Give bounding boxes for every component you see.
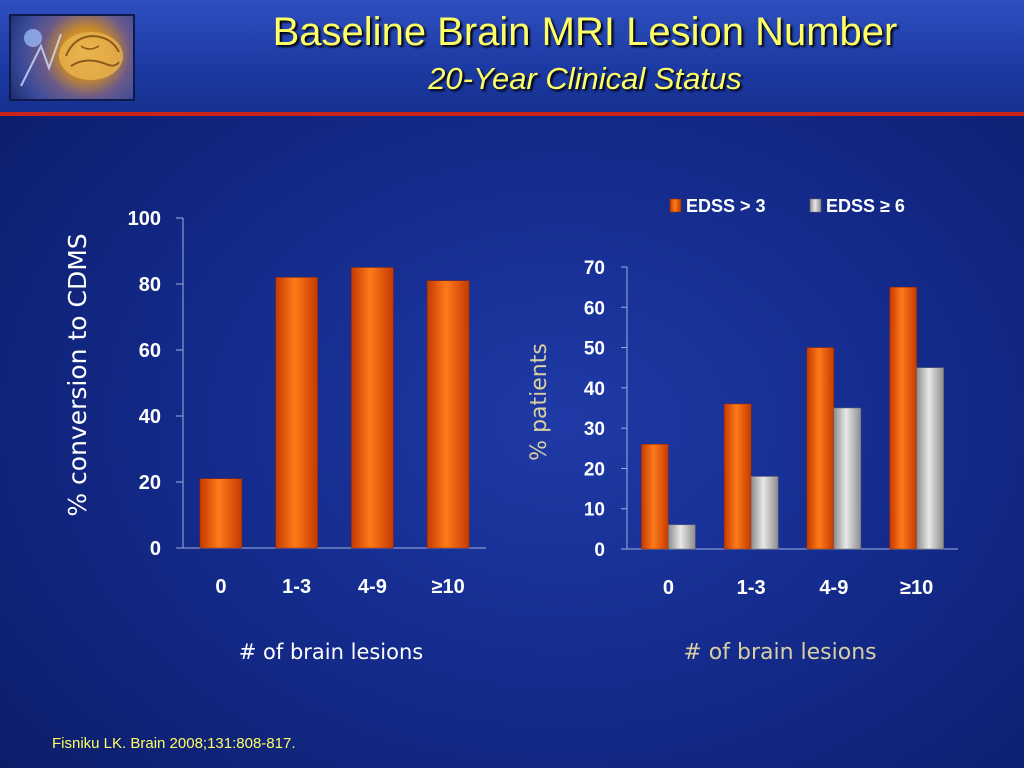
- y-tick-label: 10: [584, 500, 605, 521]
- bar-edss-ge-6: [750, 476, 779, 550]
- y-tick-label: 30: [584, 419, 605, 440]
- brain-logo-art: [20, 29, 123, 87]
- bar-edss-gt-3: [723, 403, 752, 550]
- left-bar-chart: 0 20 40 60 80 100 0 1-3 4-9 ≥10: [128, 208, 486, 598]
- y-tick-label: 100: [128, 208, 161, 230]
- bar: [199, 478, 243, 549]
- left-chart-y-axis-label: % conversion to CDMS: [63, 233, 92, 517]
- x-tick-label: 4-9: [819, 577, 848, 599]
- brain-logo-icon: [9, 14, 135, 101]
- bar-edss-gt-3: [641, 444, 669, 550]
- bar-edss-gt-3: [889, 286, 917, 550]
- slide-subtitle: 20-Year Clinical Status: [428, 61, 742, 96]
- right-chart-y-axis-label: % patients: [527, 343, 552, 461]
- y-tick-label: 60: [139, 340, 161, 362]
- y-tick-label: 50: [584, 339, 605, 360]
- y-tick-label: 60: [584, 298, 605, 319]
- y-tick-label: 0: [594, 540, 605, 561]
- x-tick-label: 1-3: [737, 577, 766, 599]
- y-tick-label: 40: [584, 379, 605, 400]
- bar-edss-ge-6: [916, 367, 944, 550]
- legend-swatch: [809, 198, 822, 213]
- x-tick-label: ≥10: [900, 577, 933, 599]
- bar: [351, 267, 394, 549]
- header-divider: [0, 112, 1024, 116]
- x-tick-label: 4-9: [358, 576, 387, 598]
- bar-edss-gt-3: [806, 347, 835, 550]
- bar: [275, 277, 318, 549]
- y-tick-label: 20: [139, 472, 161, 494]
- legend-label: EDSS > 3: [686, 196, 766, 216]
- y-tick-label: 70: [584, 258, 605, 279]
- bar-edss-ge-6: [668, 524, 696, 550]
- legend-swatch: [669, 198, 682, 213]
- left-chart-x-axis-label: # of brain lesions: [238, 640, 424, 664]
- x-tick-label: ≥10: [432, 576, 465, 598]
- right-chart-x-axis-label: # of brain lesions: [683, 640, 877, 665]
- legend-label: EDSS ≥ 6: [826, 196, 905, 216]
- bar-edss-ge-6: [833, 407, 862, 550]
- y-tick-label: 80: [139, 274, 161, 296]
- y-tick-label: 20: [584, 459, 605, 480]
- y-tick-label: 0: [150, 538, 161, 560]
- x-tick-label: 0: [215, 576, 226, 598]
- slide-title: Baseline Brain MRI Lesion Number: [272, 10, 898, 54]
- x-tick-label: 0: [663, 577, 674, 599]
- right-bar-chart: 0 10 20 30 40 50 60 70 0 1-3 4-9 ≥10 EDSS > 3 EDSS ≥ …: [584, 196, 958, 599]
- x-tick-label: 1-3: [282, 576, 311, 598]
- slide-header: [0, 0, 1024, 112]
- bar: [426, 280, 470, 549]
- y-tick-label: 40: [139, 406, 161, 428]
- citation-footnote: Fisniku LK. Brain 2008;131:808-817.: [52, 735, 296, 752]
